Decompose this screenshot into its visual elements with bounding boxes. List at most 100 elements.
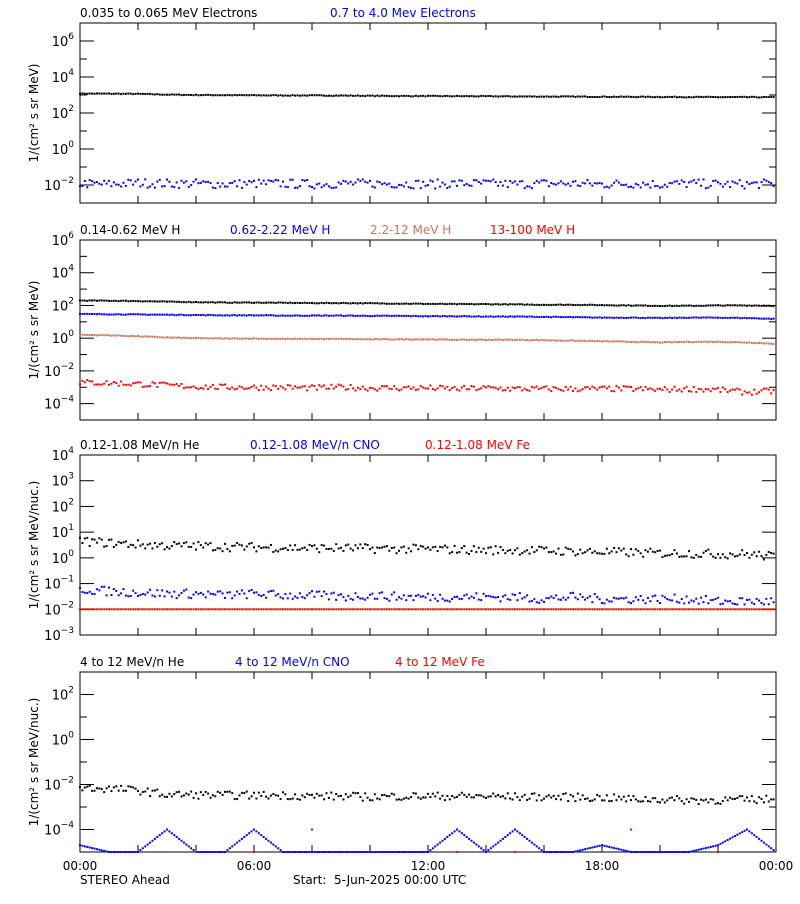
data-point (303, 301, 306, 304)
data-point (746, 181, 748, 184)
data-point (332, 314, 335, 317)
data-point (315, 302, 318, 305)
data-point (714, 316, 717, 319)
data-point (325, 94, 328, 97)
data-point (182, 608, 185, 611)
data-point (762, 387, 765, 390)
y-tick-label: 102 (52, 296, 74, 314)
data-point (448, 600, 451, 603)
data-point (245, 790, 248, 793)
data-point (465, 303, 468, 306)
legend-label: 0.12-1.08 MeV/n CNO (250, 438, 380, 452)
data-point (489, 315, 492, 318)
data-point (400, 608, 403, 611)
data-point (163, 313, 166, 316)
data-point (702, 316, 705, 319)
data-point (272, 180, 275, 183)
data-point (402, 851, 405, 853)
data-point (559, 851, 562, 853)
data-point (163, 93, 166, 96)
data-point (463, 608, 466, 611)
data-point (272, 314, 275, 317)
data-point (219, 314, 222, 317)
data-point (195, 591, 197, 594)
data-point (688, 304, 690, 307)
data-point (289, 798, 292, 801)
data-point (332, 591, 335, 594)
data-point (661, 305, 664, 308)
y-tick-label: 10−4 (44, 395, 74, 413)
data-point (318, 94, 321, 97)
data-point (695, 608, 698, 611)
data-point (557, 547, 560, 550)
data-point (132, 299, 135, 302)
data-point (523, 339, 526, 342)
data-point (323, 384, 326, 387)
data-point (712, 845, 715, 848)
data-point (434, 187, 437, 190)
data-point (731, 316, 734, 319)
data-point (240, 608, 243, 611)
data-point (209, 182, 212, 185)
data-point (702, 340, 705, 343)
data-point (760, 797, 763, 800)
data-point (178, 186, 181, 189)
data-point (226, 387, 229, 390)
data-point (424, 302, 427, 305)
data-point (175, 336, 178, 339)
data-point (383, 302, 386, 305)
data-point (557, 95, 560, 98)
data-point (308, 94, 311, 97)
legend-label: 4 to 12 MeV/n He (80, 655, 184, 669)
data-point (559, 388, 562, 391)
data-point (748, 304, 751, 307)
data-point (156, 300, 159, 303)
data-point (685, 555, 688, 558)
data-point (731, 341, 734, 344)
data-point (134, 592, 137, 595)
legend-label: 0.12-1.08 MeV/n He (80, 438, 199, 452)
data-point (724, 304, 727, 307)
data-point (207, 590, 210, 593)
data-point (608, 800, 611, 803)
data-point (151, 183, 154, 186)
data-point (342, 385, 345, 388)
data-point (485, 851, 487, 853)
data-point (663, 851, 666, 853)
data-point (448, 302, 451, 305)
data-point (95, 608, 98, 611)
data-point (340, 314, 342, 317)
data-point (456, 851, 458, 853)
data-point (400, 302, 403, 305)
data-point (269, 301, 272, 304)
data-point (405, 608, 408, 611)
data-point (545, 315, 548, 318)
data-point (373, 388, 376, 391)
data-point (151, 313, 154, 316)
data-point (724, 599, 727, 602)
data-point (245, 387, 248, 390)
data-point (105, 313, 108, 316)
data-point (327, 314, 330, 317)
data-point (419, 302, 422, 305)
data-point (226, 185, 229, 188)
data-point (124, 608, 127, 611)
data-point (431, 593, 434, 596)
data-point (523, 387, 526, 390)
data-point (497, 794, 500, 797)
data-point (622, 597, 625, 600)
data-point (311, 590, 313, 593)
data-point (772, 305, 775, 308)
data-point (591, 184, 594, 187)
data-point (550, 608, 553, 611)
data-point (772, 849, 775, 852)
data-point (178, 336, 181, 339)
data-point (393, 851, 396, 853)
data-point (103, 313, 106, 316)
data-point (219, 185, 222, 188)
data-point (550, 796, 553, 799)
data-point (149, 313, 152, 316)
data-point (714, 96, 717, 99)
data-point (572, 339, 574, 342)
data-point (487, 338, 490, 341)
